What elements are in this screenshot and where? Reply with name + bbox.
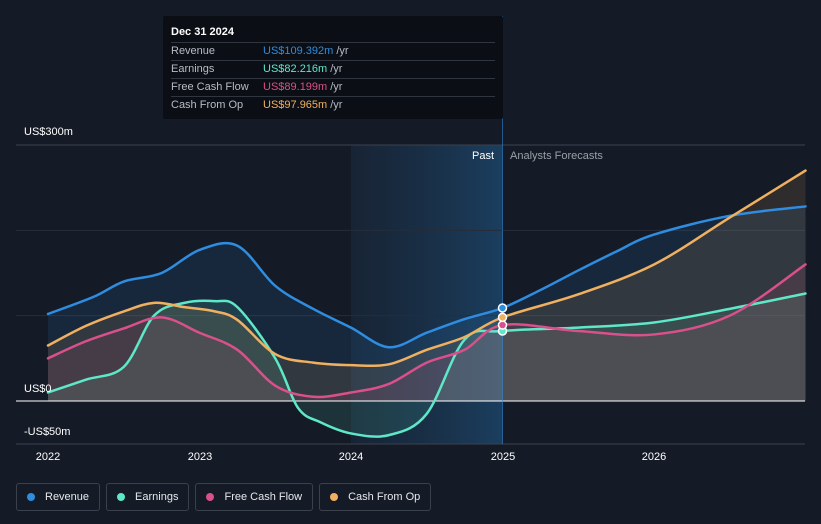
series-line-free-cash-flow — [46, 263, 807, 399]
y-tick-label-zero: US$0 — [24, 383, 52, 395]
legend-label: Earnings — [135, 491, 179, 503]
legend-dot-icon — [330, 493, 339, 501]
series-marker-cash-from-op — [497, 312, 508, 323]
tooltip-row-fcf: Free Cash Flow US$89.199m /yr — [171, 78, 495, 96]
legend-item-cash-from-op[interactable]: Cash From Op — [319, 483, 432, 511]
y-tick-label-bottom: -US$50m — [24, 426, 71, 438]
past-highlight-band — [351, 145, 503, 444]
x-tick-label-2022: 2022 — [35, 451, 61, 463]
tooltip-unit: /yr — [330, 81, 343, 93]
x-tick-label-2025: 2025 — [490, 451, 516, 463]
forecast-label: Analysts Forecasts — [510, 150, 603, 162]
series-area-cash-from-op — [48, 170, 806, 401]
legend-dot-icon — [27, 493, 35, 501]
tooltip-value: US$82.216m — [263, 63, 328, 75]
legend-label: Cash From Op — [348, 491, 421, 503]
tooltip-value: US$97.965m — [263, 99, 328, 111]
legend: Revenue Earnings Free Cash Flow Cash Fro… — [16, 483, 432, 511]
tooltip-row-revenue: Revenue US$109.392m /yr — [171, 42, 495, 60]
tooltip-label: Cash From Op — [171, 99, 244, 111]
tooltip-row-earnings: Earnings US$82.216m /yr — [171, 60, 495, 78]
tooltip-unit: /yr — [330, 99, 343, 111]
series-area-revenue — [48, 206, 806, 401]
series-marker-revenue — [497, 303, 508, 313]
series-area-free-cash-flow — [48, 264, 806, 401]
tooltip-unit: /yr — [330, 63, 343, 75]
legend-item-earnings[interactable]: Earnings — [106, 483, 190, 511]
tooltip-value: US$109.392m — [263, 45, 334, 57]
series-line-revenue — [46, 205, 807, 349]
legend-dot-icon — [117, 493, 126, 501]
series-marker-free-cash-flow — [497, 320, 508, 330]
legend-item-revenue[interactable]: Revenue — [16, 483, 101, 511]
y-tick-label-top: US$300m — [24, 126, 73, 138]
series-line-earnings — [46, 292, 807, 438]
tooltip: Dec 31 2024 Revenue US$109.392m /yr Earn… — [163, 16, 503, 119]
tooltip-label: Earnings — [171, 63, 215, 75]
tooltip-value: US$89.199m — [263, 81, 328, 93]
past-label: Past — [472, 150, 495, 162]
x-tick-label-2023: 2023 — [187, 451, 213, 463]
legend-label: Free Cash Flow — [224, 491, 303, 503]
tooltip-unit: /yr — [336, 45, 349, 57]
tooltip-row-cfo: Cash From Op US$97.965m /yr — [171, 96, 495, 114]
series-line-cash-from-op — [46, 169, 807, 368]
tooltip-label: Free Cash Flow — [171, 81, 249, 93]
legend-dot-icon — [206, 493, 215, 501]
x-tick-label-2026: 2026 — [641, 451, 667, 463]
tooltip-label: Revenue — [171, 45, 216, 57]
legend-item-free-cash-flow[interactable]: Free Cash Flow — [195, 483, 314, 511]
x-tick-label-2024: 2024 — [338, 451, 364, 463]
tooltip-date: Dec 31 2024 — [171, 26, 234, 38]
legend-label: Revenue — [45, 491, 90, 503]
